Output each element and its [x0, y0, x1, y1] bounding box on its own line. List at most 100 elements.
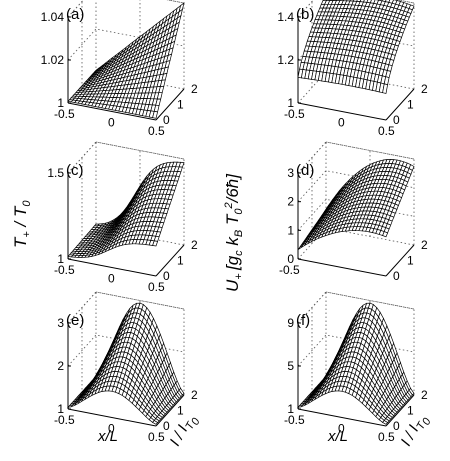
surface-mesh	[297, 159, 415, 250]
panel-tag: (e)	[66, 312, 84, 329]
x-axis-line	[67, 408, 157, 427]
z-tick-label: 2	[287, 195, 294, 209]
z-tick-label: 1	[287, 96, 294, 110]
box-line	[95, 291, 185, 310]
box-line	[95, 141, 185, 160]
box-line	[325, 291, 415, 310]
y-tick-label: 2	[421, 388, 428, 402]
z-tick-label: 1	[287, 223, 294, 237]
surface-mesh	[67, 161, 185, 258]
x-axis-line	[67, 102, 157, 121]
x-tick-label: 0.5	[378, 124, 395, 138]
surface-cell	[152, 420, 159, 425]
surface-mesh	[297, 0, 415, 94]
panel-tag: (a)	[66, 6, 84, 23]
x-axis-line	[297, 258, 387, 277]
y-axis-line	[155, 88, 185, 121]
y-tick-label: 1	[407, 98, 414, 112]
y-axis-line	[385, 244, 415, 277]
z-tick-label: 1.5	[47, 166, 64, 180]
x-tick-label: -0.5	[284, 107, 305, 121]
y-tick-label: 1	[177, 404, 184, 418]
x-tick-label: -0.5	[54, 107, 75, 121]
z-tick-label: 0	[287, 252, 294, 266]
panel-tag: (b)	[296, 6, 314, 23]
right-z-label-units: [gc kB T02/6ħ]	[223, 173, 245, 271]
y-tick-label: 2	[191, 82, 198, 96]
y-tick-label: 1	[177, 254, 184, 268]
x-tick-label: 0.5	[148, 124, 165, 138]
x-tick-label: 0	[338, 422, 345, 436]
surface-cell	[382, 231, 389, 238]
x-tick-label: 0	[108, 272, 115, 286]
y-tick-label: 1	[407, 404, 414, 418]
z-tick-label: 1	[57, 96, 64, 110]
y-tick-label: 2	[191, 388, 198, 402]
y-tick-label: 2	[421, 238, 428, 252]
y-tick-label: 0	[163, 419, 170, 433]
z-tick-label: 1	[287, 402, 294, 416]
box-line	[325, 141, 415, 160]
surface-cell	[152, 111, 159, 119]
y-axis-line	[155, 244, 185, 277]
y-axis-line	[385, 394, 415, 427]
z-tick-label: 5	[287, 359, 294, 373]
y-axis-label-left: I / IT0	[167, 410, 204, 451]
x-tick-label: -0.5	[54, 263, 75, 277]
x-tick-label: 0	[108, 422, 115, 436]
x-tick-label: 0.5	[378, 430, 395, 444]
y-tick-label: 2	[421, 82, 428, 96]
y-tick-label: 0	[393, 419, 400, 433]
y-tick-label: 1	[177, 98, 184, 112]
z-tick-label: 2	[57, 359, 64, 373]
y-tick-label: 1	[407, 254, 414, 268]
y-tick-label: 0	[163, 269, 170, 283]
panels: 11.021.04-0.500.5012(a)11.21.4-0.500.501…	[41, 0, 428, 444]
x-tick-label: -0.5	[279, 263, 300, 277]
x-tick-label: 0.5	[148, 280, 165, 294]
surface-cell	[152, 240, 159, 247]
panel-tag: (d)	[296, 162, 314, 179]
x-axis-line	[297, 102, 387, 121]
y-tick-label: 0	[393, 113, 400, 127]
panel-tag: (c)	[66, 162, 84, 179]
z-gridline	[67, 0, 185, 18]
z-tick-label: 1.04	[41, 10, 65, 24]
y-axis-line	[385, 88, 415, 121]
x-axis-line	[67, 258, 157, 277]
y-axis-label-right: I / IT0	[398, 410, 435, 451]
z-tick-label: 1.2	[277, 53, 294, 67]
x-axis-line	[297, 408, 387, 427]
x-axis-label-left: x/L	[97, 428, 118, 445]
x-tick-label: 0	[338, 116, 345, 130]
surface-cell	[382, 420, 389, 425]
surface-mesh	[67, 2, 185, 119]
surface-mesh	[67, 302, 185, 425]
z-tick-label: 1.4	[277, 10, 294, 24]
z-tick-label: 9	[287, 316, 294, 330]
surface-cell	[382, 83, 389, 94]
z-tick-label: 1.02	[41, 53, 65, 67]
left-z-label: T+ / T0	[11, 200, 33, 248]
x-tick-label: 0	[108, 116, 115, 130]
x-tick-label: -0.5	[284, 413, 305, 427]
y-axis-line	[155, 394, 185, 427]
x-tick-label: -0.5	[54, 413, 75, 427]
y-tick-label: 2	[191, 238, 198, 252]
x-axis-label-right: x/L	[327, 428, 348, 445]
panel-tag: (f)	[296, 312, 310, 329]
z-tick-label: 1	[57, 402, 64, 416]
right-z-label-symbol: U+	[223, 273, 245, 292]
surface-mesh	[297, 302, 415, 425]
y-tick-label: 0	[393, 269, 400, 283]
z-tick-label: 1	[57, 252, 64, 266]
z-tick-label: 3	[57, 316, 64, 330]
z-tick-label: 3	[287, 166, 294, 180]
